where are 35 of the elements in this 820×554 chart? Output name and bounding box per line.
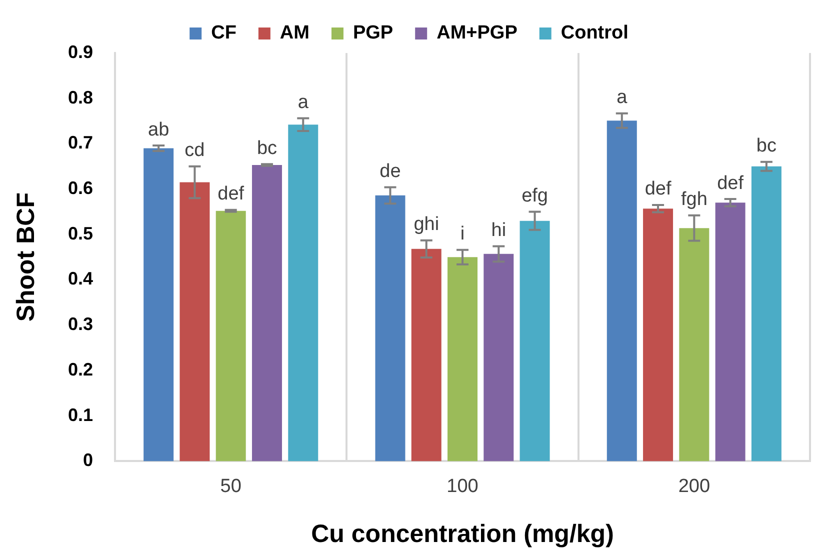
y-tick-label: 0.3 — [68, 314, 94, 334]
data-label: de — [380, 160, 401, 182]
data-label: a — [298, 92, 309, 114]
legend-label: Control — [560, 22, 628, 44]
y-tick-label: 0.7 — [68, 132, 94, 153]
y-tick-label: 0.5 — [68, 223, 94, 244]
data-label: efg — [522, 185, 548, 206]
x-axis-title: Cu concentration (mg/kg) — [311, 520, 614, 548]
legend-label: AM — [280, 22, 310, 44]
data-label: hi — [491, 220, 506, 241]
y-axis-title: Shoot BCF — [12, 192, 40, 322]
y-tick-label: 0.9 — [68, 42, 94, 62]
data-label: cd — [184, 140, 205, 162]
x-tick-label: 100 — [446, 476, 478, 497]
y-tick-label: 0 — [83, 450, 94, 470]
y-tick-label: 0.8 — [68, 87, 94, 108]
legend-label: CF — [211, 22, 236, 44]
y-tick-label: 0.2 — [68, 359, 94, 380]
x-tick-label: 200 — [678, 476, 710, 497]
x-tick-label: 50 — [220, 476, 242, 497]
data-label: bc — [256, 138, 278, 159]
data-label: def — [717, 172, 744, 194]
legend-label: AM+PGP — [436, 22, 518, 44]
data-label: fgh — [680, 189, 708, 210]
data-label: def — [644, 178, 672, 200]
data-label: i — [460, 224, 465, 245]
data-label: bc — [756, 136, 776, 157]
y-tick-label: 0.6 — [68, 178, 94, 198]
y-tick-label: 0.4 — [68, 268, 94, 289]
data-label: ab — [148, 119, 170, 140]
y-tick-label: 0.1 — [68, 404, 94, 425]
legend-label: PGP — [352, 22, 394, 44]
data-label: ghi — [414, 214, 440, 236]
data-label: def — [218, 184, 245, 205]
data-label: a — [616, 87, 628, 108]
